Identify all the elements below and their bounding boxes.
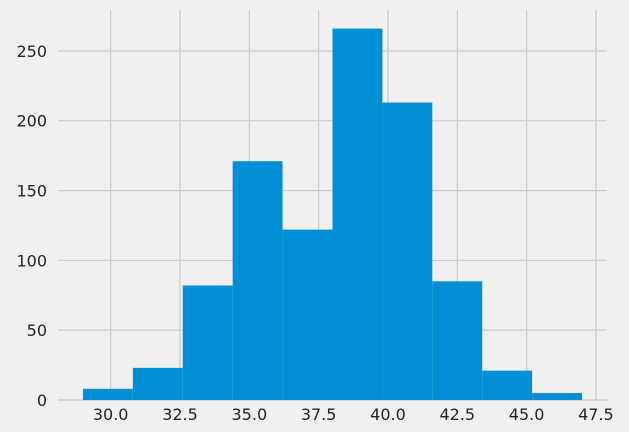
x-tick-label: 42.5	[439, 405, 475, 424]
histogram-bar	[132, 367, 183, 400]
histogram-bar	[332, 28, 383, 400]
histogram-bar	[232, 161, 283, 400]
histogram-bar	[432, 281, 483, 400]
histogram-bars	[82, 28, 583, 400]
x-tick-label: 30.0	[93, 405, 129, 424]
histogram-bar	[532, 393, 583, 400]
y-tick-label: 100	[16, 251, 47, 270]
histogram-bar	[482, 370, 533, 400]
histogram-bar	[82, 388, 133, 400]
x-tick-label: 37.5	[301, 405, 337, 424]
y-tick-label: 0	[37, 391, 47, 410]
x-axis-tick-labels: 30.0 32.5 35.0 37.5 40.0 42.5 45.0 47.5	[93, 405, 614, 424]
x-tick-label: 45.0	[509, 405, 545, 424]
x-tick-label: 35.0	[232, 405, 268, 424]
histogram-bar	[282, 229, 333, 400]
x-tick-label: 32.5	[162, 405, 198, 424]
y-tick-label: 200	[16, 112, 47, 131]
x-tick-label: 47.5	[578, 405, 614, 424]
histogram-bar	[182, 285, 233, 400]
histogram-bar	[382, 102, 433, 400]
y-tick-label: 50	[27, 321, 47, 340]
y-tick-label: 250	[16, 42, 47, 61]
y-axis-tick-labels: 0 50 100 150 200 250	[16, 42, 47, 410]
y-tick-label: 150	[16, 182, 47, 201]
x-tick-label: 40.0	[370, 405, 406, 424]
